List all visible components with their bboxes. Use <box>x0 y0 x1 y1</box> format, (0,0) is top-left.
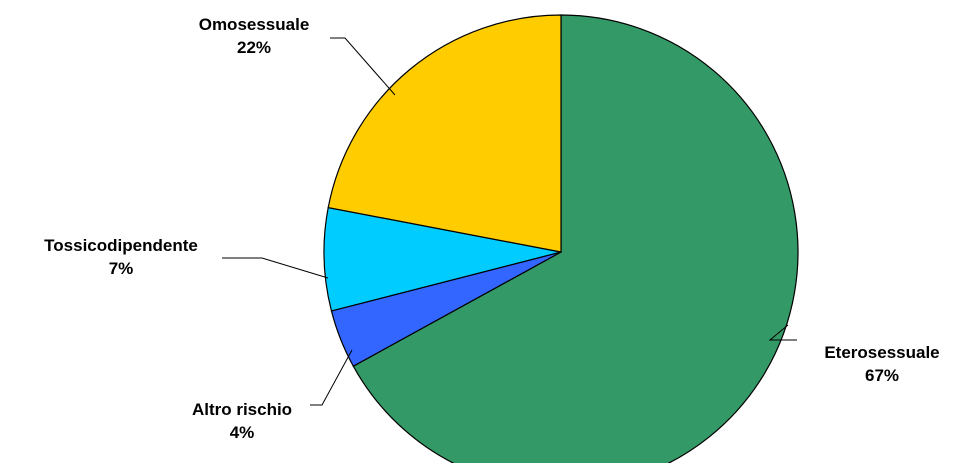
pie-slice <box>327 14 562 253</box>
leader-line <box>768 324 797 341</box>
slice-labels: Eterosessuale 67% Altro rischio 4% Tossi… <box>44 15 939 442</box>
slice-label-name: Tossicodipendente <box>44 236 198 255</box>
slice-label-name: Omosessuale <box>199 15 310 34</box>
slice-label-value: 22% <box>237 38 271 57</box>
slice-label-value: 67% <box>865 366 899 385</box>
slice-label-value: 4% <box>230 423 255 442</box>
leader-line <box>310 349 353 406</box>
pie-slice <box>323 206 562 312</box>
slice-label-name: Eterosessuale <box>824 343 939 362</box>
leader-lines <box>222 37 797 406</box>
slice-label-value: 7% <box>109 259 134 278</box>
pie-slices <box>323 14 799 468</box>
leader-line <box>222 257 329 279</box>
slice-label-name: Altro rischio <box>192 400 292 419</box>
leader-line <box>330 37 396 96</box>
